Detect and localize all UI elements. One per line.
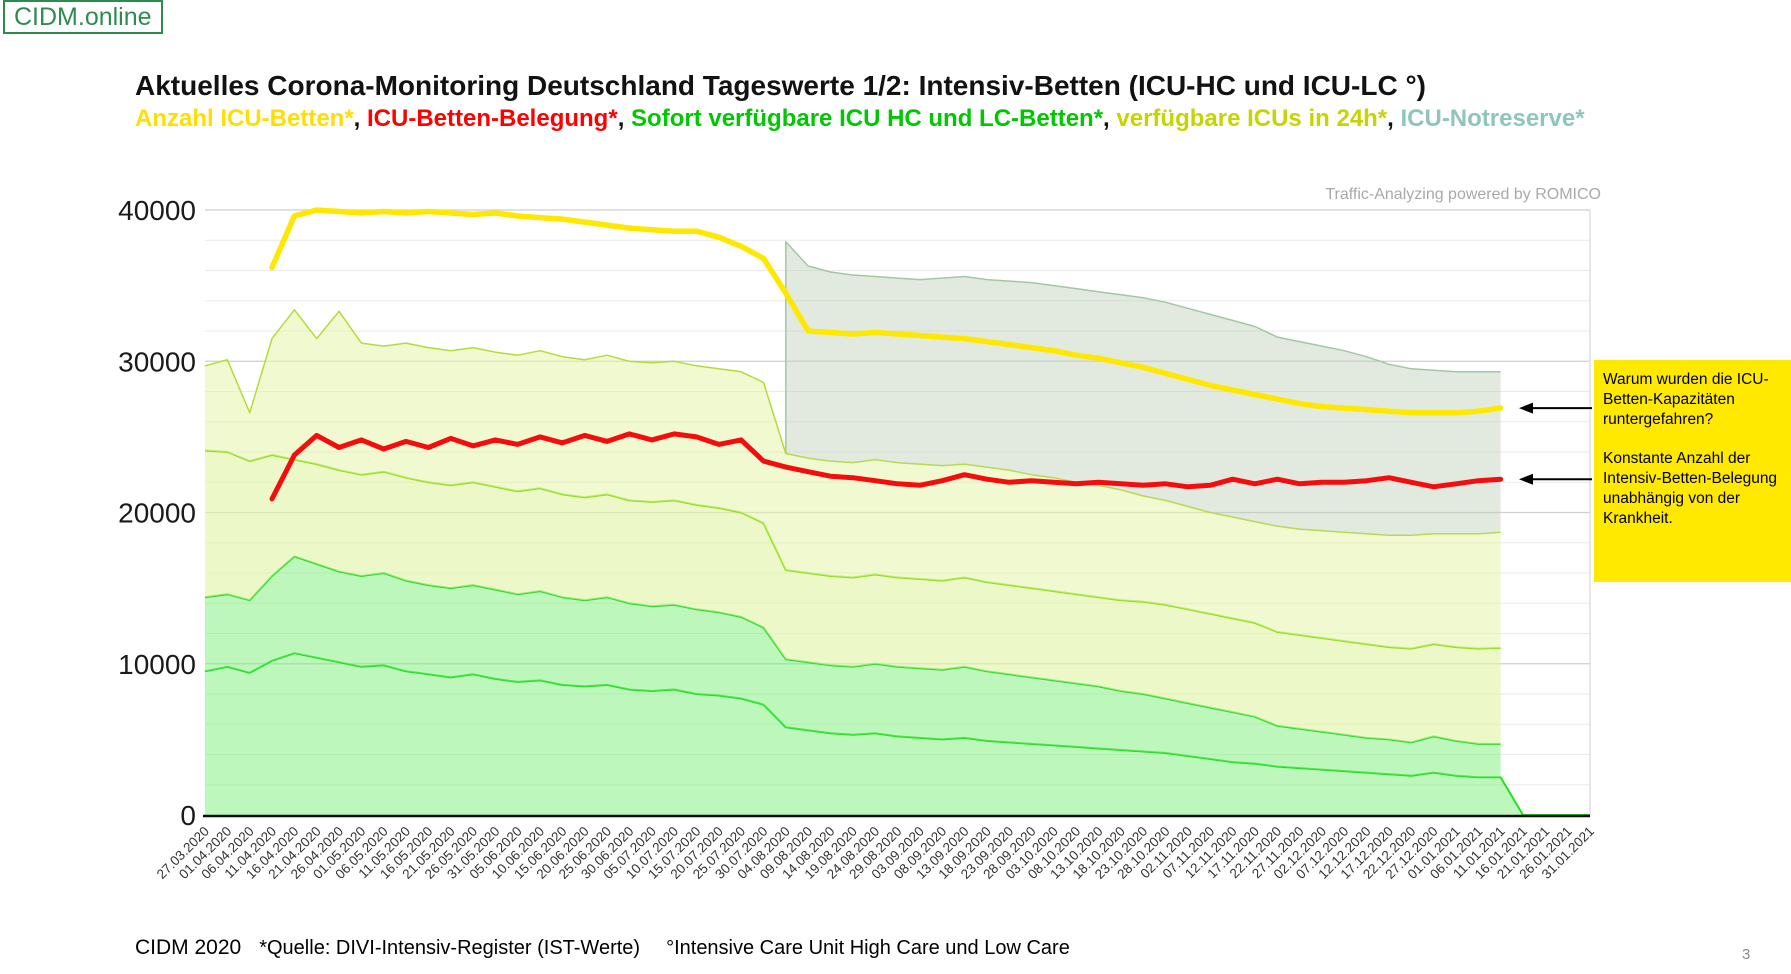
legend-sofort-verf-gbare-icu-hc-und-lc-betten: Sofort verfügbare ICU HC und LC-Betten* — [631, 105, 1104, 132]
line-anzahl_icu_betten — [269, 207, 1504, 416]
legend-separator: , — [617, 105, 632, 132]
legend-anzahl-icu-betten: Anzahl ICU-Betten* — [135, 105, 354, 132]
annotation-arrow-head — [1519, 402, 1533, 414]
area-verfuegbar_24h_unten — [205, 450, 1501, 744]
annotation-answer: Konstante Anzahl der Intensiv-Betten-Bel… — [1603, 450, 1778, 527]
annotation-arrow-head — [1519, 473, 1533, 485]
page-subtitle-legend: Anzahl ICU-Betten*, ICU-Betten-Belegung*… — [135, 105, 1775, 133]
legend-separator: , — [1387, 105, 1401, 132]
logo-text: CIDM.online — [14, 2, 152, 31]
area-sofort_band_unten — [205, 653, 1590, 815]
border-verfuegbar_24h_oben — [204, 309, 1501, 536]
y-tick-label: 30000 — [118, 346, 196, 377]
area-icu_notreserve — [785, 241, 1501, 536]
annotation-question: Warum wurden die ICU-Betten-Kapazitäten … — [1603, 371, 1769, 428]
page-title: Aktuelles Corona-Monitoring Deutschland … — [135, 70, 1426, 101]
legend-separator: , — [1103, 105, 1117, 132]
footer: CIDM 2020 *Quelle: DIVI-Intensiv-Registe… — [135, 936, 1070, 960]
logo-box: CIDM.online — [3, 0, 163, 34]
legend-icu-betten-belegung: ICU-Betten-Belegung* — [367, 105, 618, 132]
y-tick-label: 0 — [180, 800, 196, 831]
legend-separator: , — [353, 105, 368, 132]
y-tick-label: 10000 — [118, 649, 196, 680]
line-icu_betten_belegung — [269, 431, 1504, 502]
border-icu_notreserve — [785, 241, 1501, 454]
watermark-text: Traffic-Analyzing powered by ROMICO — [1325, 186, 1601, 203]
annotation-box: Warum wurden die ICU-Betten-Kapazitäten … — [1594, 360, 1791, 582]
footer-icu-note: °Intensive Care Unit High Care und Low C… — [666, 937, 1070, 959]
y-tick-label: 40000 — [118, 195, 196, 226]
page-number: 3 — [1742, 946, 1751, 963]
legend-verf-gbare-icus-in-24h: verfügbare ICUs in 24h* — [1116, 105, 1388, 132]
footer-brand: CIDM 2020 — [135, 936, 242, 959]
footer-source-note: *Quelle: DIVI-Intensiv-Register (IST-Wer… — [259, 937, 641, 959]
legend-icu-notreserve: ICU-Notreserve* — [1400, 105, 1585, 132]
y-tick-label: 20000 — [118, 498, 196, 529]
